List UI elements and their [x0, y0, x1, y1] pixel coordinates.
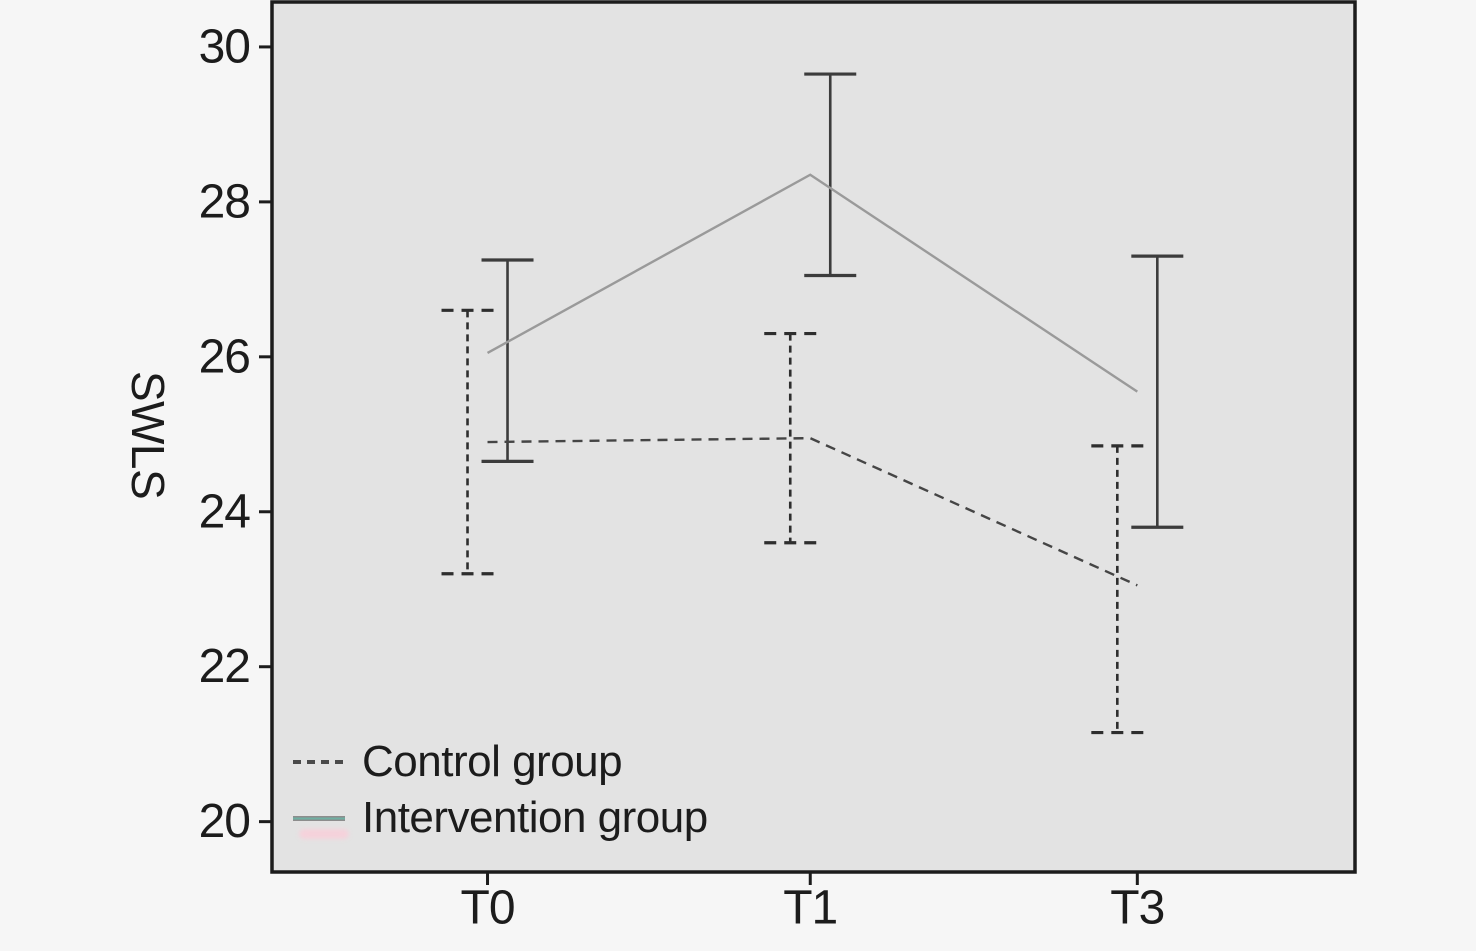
y-tick-label: 28: [199, 175, 250, 228]
y-tick-label: 22: [199, 640, 250, 693]
y-tick-label: 26: [199, 330, 250, 383]
x-tick-label: T0: [461, 882, 515, 935]
legend: Control group Intervention group: [293, 734, 708, 846]
intervention-solid-line-swatch: [293, 815, 349, 839]
legend-label-intervention: Intervention group: [362, 793, 708, 842]
y-tick-label: 30: [199, 20, 250, 73]
y-axis-title: SWLS: [122, 370, 174, 500]
legend-swatch-glow: [299, 828, 349, 839]
control-group-error-bars: [441, 308, 1144, 735]
control-group-trend-line: [487, 436, 1138, 587]
legend-item-control: Control group: [293, 734, 708, 790]
control-dashed-line-swatch: [293, 760, 345, 764]
y-tick-label: 20: [199, 795, 250, 848]
intervention-group-trend-line: [486, 173, 1138, 393]
plot-frame: [270, 0, 1357, 874]
x-tick-label: T3: [1110, 882, 1164, 935]
intervention-group-error-bars: [481, 72, 1184, 529]
plot-area: [272, 2, 1355, 872]
x-tick-label: T1: [783, 882, 837, 935]
y-tick-label: 24: [199, 485, 251, 538]
legend-label-control: Control group: [362, 737, 623, 786]
legend-item-intervention: Intervention group: [293, 790, 708, 846]
